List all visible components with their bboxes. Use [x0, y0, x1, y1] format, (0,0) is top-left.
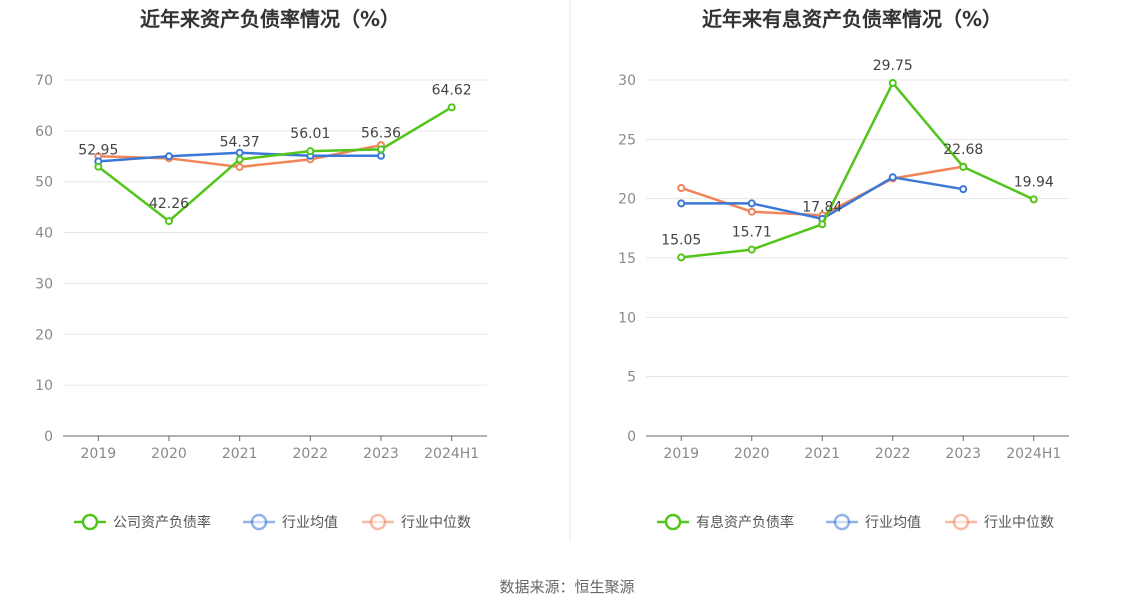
- chart-title: 近年来有息资产负债率情况（%）: [702, 7, 1002, 31]
- data-point: [235, 162, 244, 171]
- y-tick-label: 10: [35, 378, 53, 394]
- data-point: [165, 152, 173, 161]
- series-line: [97, 106, 453, 223]
- legend-swatch-marker: [369, 513, 387, 531]
- y-tick-label: 40: [35, 226, 53, 242]
- legend-item[interactable]: 行业均值: [243, 513, 338, 531]
- legend-label: 行业均值: [865, 515, 921, 531]
- data-point: [677, 183, 686, 192]
- chart-legend: 有息资产负债率 行业均值 行业中位数: [657, 513, 1054, 531]
- x-tick-label: 2022: [293, 446, 329, 462]
- y-tick-label: 30: [35, 276, 53, 292]
- data-label: 64.62: [432, 82, 472, 98]
- series-line: [681, 81, 1035, 259]
- data-point: [94, 162, 103, 171]
- x-tick-label: 2020: [734, 446, 770, 462]
- legend-label: 有息资产负债率: [696, 514, 794, 531]
- y-tick-label: 0: [627, 429, 636, 445]
- legend-item[interactable]: 行业中位数: [945, 513, 1054, 531]
- data-label: 19.94: [1014, 174, 1054, 190]
- x-tick-label: 2023: [945, 446, 981, 462]
- data-point: [818, 220, 827, 229]
- y-tick-label: 30: [618, 73, 636, 89]
- data-label: 22.68: [943, 142, 983, 158]
- data-point: [235, 155, 244, 164]
- y-tick-label: 60: [35, 124, 53, 140]
- chart-title: 近年来资产负债率情况（%）: [140, 7, 400, 31]
- y-tick-label: 20: [618, 192, 636, 208]
- legend-item[interactable]: 行业均值: [826, 513, 921, 531]
- x-tick-label: 2021: [804, 446, 840, 462]
- data-label: 42.26: [149, 196, 189, 212]
- data-point: [747, 245, 756, 254]
- legend-label: 行业中位数: [984, 515, 1054, 531]
- x-tick-label: 2024H1: [1006, 446, 1061, 462]
- data-source: 数据来源：恒生聚源: [499, 578, 634, 596]
- y-tick-label: 25: [618, 132, 636, 148]
- x-tick-label: 2019: [663, 446, 699, 462]
- x-tick-label: 2021: [222, 446, 258, 462]
- data-label: 15.05: [661, 232, 701, 248]
- data-point: [888, 173, 897, 182]
- data-label: 52.95: [78, 143, 118, 159]
- data-point: [377, 145, 385, 154]
- data-point: [888, 78, 897, 87]
- legend-item[interactable]: 有息资产负债率: [657, 513, 794, 531]
- data-point: [235, 148, 244, 157]
- y-tick-label: 15: [618, 251, 636, 267]
- legend-label: 行业均值: [282, 515, 338, 531]
- data-point: [677, 253, 686, 262]
- data-label: 56.01: [290, 126, 330, 142]
- legend-swatch-marker: [833, 513, 851, 531]
- x-tick-label: 2023: [363, 446, 399, 462]
- chart-legend: 公司资产负债率 行业均值 行业中位数: [74, 513, 471, 531]
- y-tick-label: 5: [627, 370, 636, 386]
- data-point: [959, 162, 968, 171]
- legend-item[interactable]: 行业中位数: [362, 513, 471, 531]
- debt-ratio-chart: 近年来资产负债率情况（%） 0 10 20 30 40 50 60 70 2019 2020 202…: [35, 7, 487, 531]
- legend-swatch-marker: [664, 513, 682, 531]
- y-tick-label: 0: [44, 429, 53, 445]
- x-tick-label: 2020: [151, 446, 187, 462]
- legend-swatch-marker: [952, 513, 970, 531]
- data-point: [747, 199, 756, 208]
- data-label: 17.84: [802, 199, 842, 215]
- legend-label: 行业中位数: [401, 515, 471, 531]
- data-point: [959, 185, 968, 194]
- legend-label: 公司资产负债率: [113, 514, 211, 531]
- x-tick-label: 2022: [875, 446, 911, 462]
- y-tick-label: 20: [35, 327, 53, 343]
- data-label: 56.36: [361, 125, 401, 141]
- data-point: [747, 207, 756, 216]
- data-point: [677, 199, 686, 208]
- y-tick-label: 10: [618, 310, 636, 326]
- interest-bearing-debt-ratio-chart: 近年来有息资产负债率情况（%） 0 5 10 15 20 25 30 2019 2020 2021…: [618, 7, 1069, 531]
- data-point: [377, 151, 385, 160]
- x-tick-label: 2024H1: [424, 446, 479, 462]
- legend-swatch-marker: [250, 513, 268, 531]
- legend-swatch-marker: [81, 513, 99, 531]
- x-tick-label: 2019: [81, 446, 117, 462]
- data-point: [306, 147, 315, 156]
- y-tick-label: 70: [35, 73, 53, 89]
- data-label: 15.71: [732, 225, 772, 241]
- data-label: 29.75: [873, 58, 913, 74]
- y-tick-label: 50: [35, 175, 53, 191]
- data-point: [447, 103, 456, 112]
- data-point: [1029, 195, 1038, 204]
- data-label: 54.37: [220, 134, 260, 150]
- data-point: [165, 217, 173, 226]
- legend-item[interactable]: 公司资产负债率: [74, 513, 211, 531]
